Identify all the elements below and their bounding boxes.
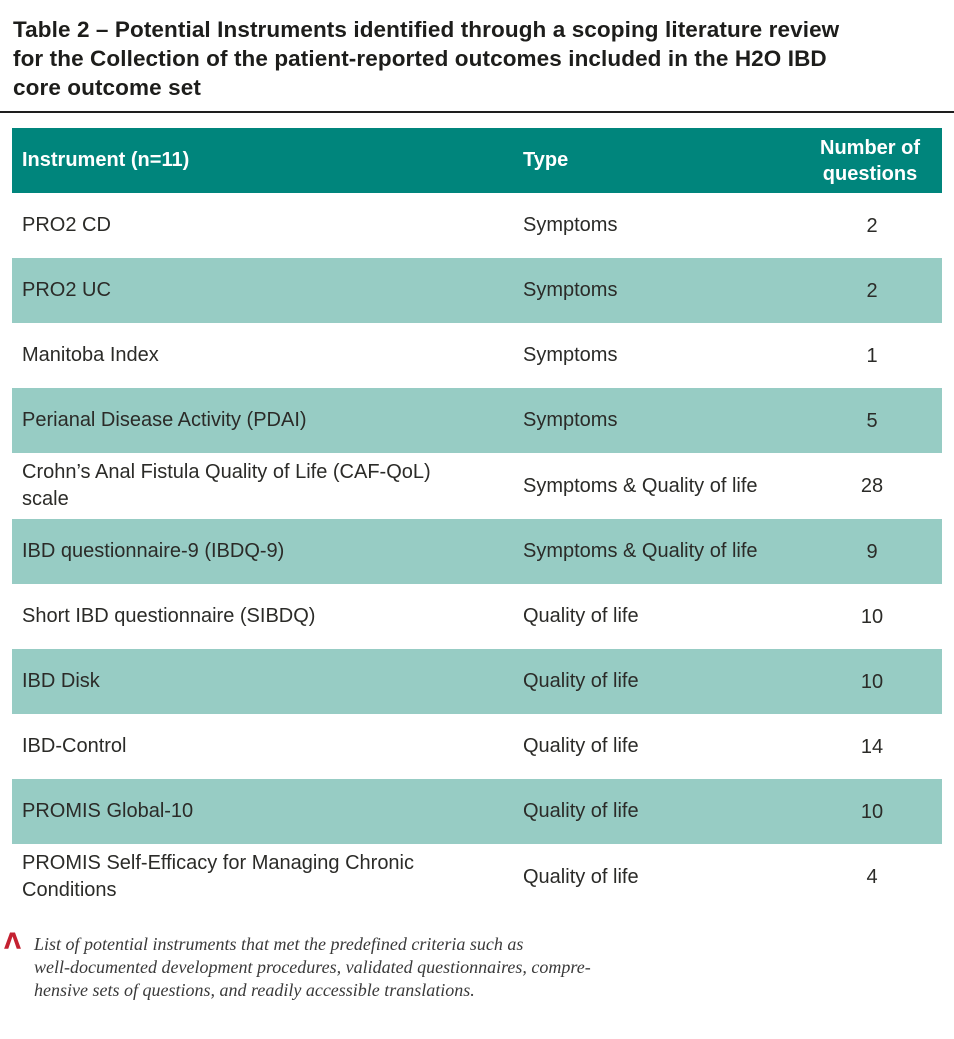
- cell-type: Symptoms & Quality of life: [523, 474, 758, 497]
- cell-questions: 10: [860, 800, 884, 823]
- cell-type: Quality of life: [523, 865, 639, 888]
- caption-text: List of potential instruments that met t…: [34, 933, 591, 1002]
- cell-type: Symptoms: [523, 409, 618, 431]
- table-row: IBD Disk Quality of life 10: [12, 649, 942, 714]
- column-header-questions: Number of questions: [820, 136, 920, 185]
- cell-type: Symptoms & Quality of life: [523, 540, 758, 562]
- cell-instrument: PRO2 UC: [22, 279, 111, 301]
- column-header-type: Type: [523, 149, 569, 171]
- cell-type: Quality of life: [523, 735, 639, 757]
- cell-questions: 9: [866, 540, 878, 563]
- cell-questions: 10: [860, 605, 884, 628]
- title-line: core outcome set: [13, 75, 201, 100]
- table-row: Crohn’s Anal Fistula Quality of Life (CA…: [12, 453, 942, 519]
- cell-questions: 5: [866, 409, 878, 432]
- page-title: Table 2 – Potential Instruments identifi…: [13, 15, 942, 102]
- table-row: Manitoba Index Symptoms 1: [12, 323, 942, 388]
- cell-type: Quality of life: [523, 670, 639, 692]
- column-header-instrument: Instrument (n=11): [22, 149, 190, 171]
- cell-questions: 4: [866, 866, 878, 888]
- table-row: PROMIS Global-10 Quality of life 10: [12, 779, 942, 844]
- cell-type: Symptoms: [523, 344, 618, 366]
- cell-type: Quality of life: [523, 605, 639, 627]
- cell-type: Quality of life: [523, 800, 639, 822]
- table-row: Short IBD questionnaire (SIBDQ) Quality …: [12, 584, 942, 649]
- cell-questions: 2: [866, 279, 878, 302]
- figure-caption: Λ List of potential instruments that met…: [4, 930, 954, 1002]
- cell-instrument: IBD-Control: [22, 735, 127, 757]
- table-row: PROMIS Self-Efficacy for Managing Chroni…: [12, 844, 942, 910]
- cell-instrument: Manitoba Index: [22, 344, 159, 366]
- table-row: Perianal Disease Activity (PDAI) Symptom…: [12, 388, 942, 453]
- caption-line: hensive sets of questions, and readily a…: [34, 980, 475, 1000]
- cell-instrument: Perianal Disease Activity (PDAI): [22, 409, 307, 431]
- cell-instrument: PROMIS Self-Efficacy for Managing Chroni…: [22, 852, 415, 901]
- table-row: IBD-Control Quality of life 14: [12, 714, 942, 779]
- table-row: PRO2 UC Symptoms 2: [12, 258, 942, 323]
- title-line: Table 2 – Potential Instruments identifi…: [13, 17, 840, 42]
- caption-line: List of potential instruments that met t…: [34, 934, 524, 954]
- cell-instrument: Short IBD questionnaire (SIBDQ): [22, 605, 316, 627]
- cell-instrument: PRO2 CD: [22, 214, 111, 236]
- cell-instrument: IBD Disk: [22, 670, 100, 692]
- cell-type: Symptoms: [523, 279, 618, 301]
- instruments-table: Instrument (n=11) Type Number of questio…: [12, 128, 942, 910]
- caption-line: well-documented development procedures, …: [34, 957, 591, 977]
- cell-questions: 28: [860, 475, 884, 497]
- title-line: for the Collection of the patient-report…: [13, 46, 827, 71]
- divider-rule: [0, 111, 954, 113]
- table-row: IBD questionnaire-9 (IBDQ-9) Symptoms & …: [12, 519, 942, 584]
- cell-questions: 14: [860, 735, 884, 758]
- cell-instrument: PROMIS Global-10: [22, 800, 194, 822]
- table-header-row: Instrument (n=11) Type Number of questio…: [12, 128, 942, 193]
- cell-type: Symptoms: [523, 214, 618, 236]
- cell-questions: 1: [866, 344, 878, 367]
- cell-instrument: Crohn’s Anal Fistula Quality of Life (CA…: [22, 461, 431, 510]
- table-row: PRO2 CD Symptoms 2: [12, 193, 942, 258]
- cell-questions: 2: [866, 214, 878, 237]
- caret-up-icon: Λ: [4, 930, 21, 955]
- cell-instrument: IBD questionnaire-9 (IBDQ-9): [22, 540, 285, 562]
- cell-questions: 10: [860, 670, 884, 693]
